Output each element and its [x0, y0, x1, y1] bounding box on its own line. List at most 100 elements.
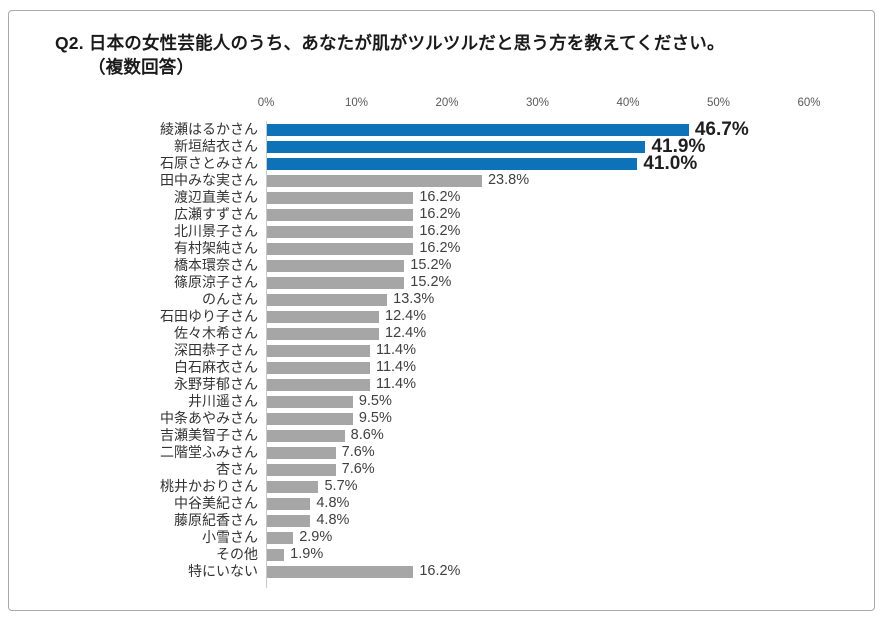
category-label: 広瀬すずさん	[174, 206, 258, 222]
bar-row: 新垣結衣さん 41.9%	[174, 136, 809, 157]
category-label: 石原さとみさん	[160, 155, 258, 171]
bar-track: 16.2%	[267, 206, 809, 223]
bar-row: 渡辺直美さん 16.2%	[174, 189, 809, 206]
bar	[267, 395, 353, 408]
bar-row: 藤原紀香さん 4.8%	[174, 512, 809, 529]
value-label: 11.4%	[375, 342, 417, 358]
category-label: 藤原紀香さん	[174, 512, 258, 528]
bar	[267, 514, 311, 527]
bar	[267, 157, 638, 170]
bar-row: 小雪さん 2.9%	[202, 529, 809, 546]
bar-track: 4.8%	[267, 512, 809, 529]
bar-row: 篠原涼子さん 15.2%	[174, 274, 809, 291]
value-label: 1.9%	[290, 546, 324, 562]
bar	[267, 327, 379, 340]
bar-row: 桃井かおりさん 5.7%	[160, 478, 809, 495]
value-label: 16.2%	[419, 240, 461, 256]
category-label: 井川遥さん	[188, 393, 258, 409]
bar-row: 中谷美紀さん 4.8%	[174, 495, 809, 512]
bar-track: 8.6%	[267, 427, 809, 444]
value-label: 46.7%	[694, 119, 749, 140]
bar-track: 11.4%	[267, 342, 809, 359]
bar-track: 46.7%	[267, 119, 809, 140]
value-label: 11.4%	[375, 359, 417, 375]
bar-track: 13.3%	[267, 291, 809, 308]
value-label: 41.9%	[651, 136, 706, 157]
bar-track: 4.8%	[267, 495, 809, 512]
value-label: 4.8%	[316, 495, 350, 511]
axis-tick-label: 0%	[257, 97, 275, 109]
value-label: 15.2%	[410, 274, 452, 290]
category-label: その他	[216, 546, 258, 562]
category-label: 新垣結衣さん	[174, 138, 258, 154]
bar-row: 深田恭子さん 11.4%	[174, 342, 809, 359]
value-label: 23.8%	[487, 172, 530, 188]
category-label: 白石麻衣さん	[174, 359, 258, 375]
axis-tick-label: 60%	[797, 97, 821, 109]
chart-card: Q2. 日本の女性芸能人のうち、あなたが肌がツルツルだと思う方を教えてください。…	[8, 10, 875, 611]
category-label: 桃井かおりさん	[160, 478, 258, 494]
axis-tick-label: 20%	[435, 97, 459, 109]
category-label: 橋本環奈さん	[174, 257, 258, 273]
category-label: 北川景子さん	[174, 223, 258, 239]
bar-chart: 0% 10% 20% 30% 40% 50% 60% 綾瀬はるかさん 46.7% 新垣結衣さん 4…	[61, 95, 851, 588]
value-label: 16.2%	[419, 206, 461, 222]
bar	[267, 463, 336, 476]
bar	[267, 446, 336, 459]
bar	[267, 293, 388, 306]
value-label: 4.8%	[316, 512, 350, 528]
bar	[267, 378, 370, 391]
bar-track: 11.4%	[267, 359, 809, 376]
bar-row: 白石麻衣さん 11.4%	[174, 359, 809, 376]
bar-rows: 綾瀬はるかさん 46.7% 新垣結衣さん 41.9% 石原さとみさん 41.0% 田中みな実…	[160, 119, 809, 588]
value-label: 16.2%	[419, 563, 461, 579]
bar	[267, 310, 379, 323]
bar	[267, 531, 294, 544]
bar	[267, 174, 482, 187]
bar-track: 16.2%	[267, 240, 809, 257]
bar-row: 石原さとみさん 41.0%	[160, 153, 809, 174]
value-label: 41.0%	[643, 153, 698, 174]
value-label: 11.4%	[375, 376, 417, 392]
bar-track: 41.0%	[267, 153, 809, 174]
bar-track: 2.9%	[267, 529, 809, 546]
bar-track: 12.4%	[267, 308, 809, 325]
category-label: 深田恭子さん	[174, 342, 258, 358]
bar-track: 16.2%	[267, 563, 809, 580]
value-label: 9.5%	[358, 393, 392, 409]
axis-tick-label: 10%	[344, 97, 369, 109]
value-label: 2.9%	[299, 529, 333, 545]
value-label: 7.6%	[341, 461, 375, 477]
category-label: 特にいない	[188, 563, 258, 579]
bar	[267, 225, 414, 238]
bar-track: 41.9%	[267, 136, 809, 157]
value-label: 8.6%	[350, 427, 384, 443]
bar-track: 16.2%	[267, 223, 809, 240]
category-label: 篠原涼子さん	[174, 274, 258, 290]
bar	[267, 361, 370, 374]
bar	[267, 123, 689, 136]
value-label: 12.4%	[385, 325, 427, 341]
bar-track: 15.2%	[267, 257, 809, 274]
bar	[267, 429, 345, 442]
value-label: 5.7%	[324, 478, 358, 494]
bar	[267, 412, 353, 425]
bar-row: その他 1.9%	[216, 546, 809, 563]
category-label: 小雪さん	[202, 529, 258, 545]
bar-track: 1.9%	[267, 546, 809, 563]
bar	[267, 497, 311, 510]
category-label: 佐々木希さん	[174, 325, 258, 341]
bar-track: 11.4%	[267, 376, 809, 393]
bar-track: 9.5%	[267, 393, 809, 410]
bar-track: 9.5%	[267, 410, 809, 427]
bar	[267, 480, 319, 493]
chart-title: Q2. 日本の女性芸能人のうち、あなたが肌がツルツルだと思う方を教えてください。…	[55, 31, 874, 79]
axis-ticks: 0% 10% 20% 30% 40% 50% 60%	[258, 95, 821, 121]
category-label: 二階堂ふみさん	[160, 444, 258, 460]
category-label: 永野芽郁さん	[174, 376, 258, 392]
bar-row: 永野芽郁さん 11.4%	[174, 376, 809, 393]
category-label: 綾瀬はるかさん	[160, 121, 258, 137]
bar	[267, 548, 285, 561]
bar	[267, 208, 414, 221]
axis-tick-label: 30%	[525, 97, 550, 109]
